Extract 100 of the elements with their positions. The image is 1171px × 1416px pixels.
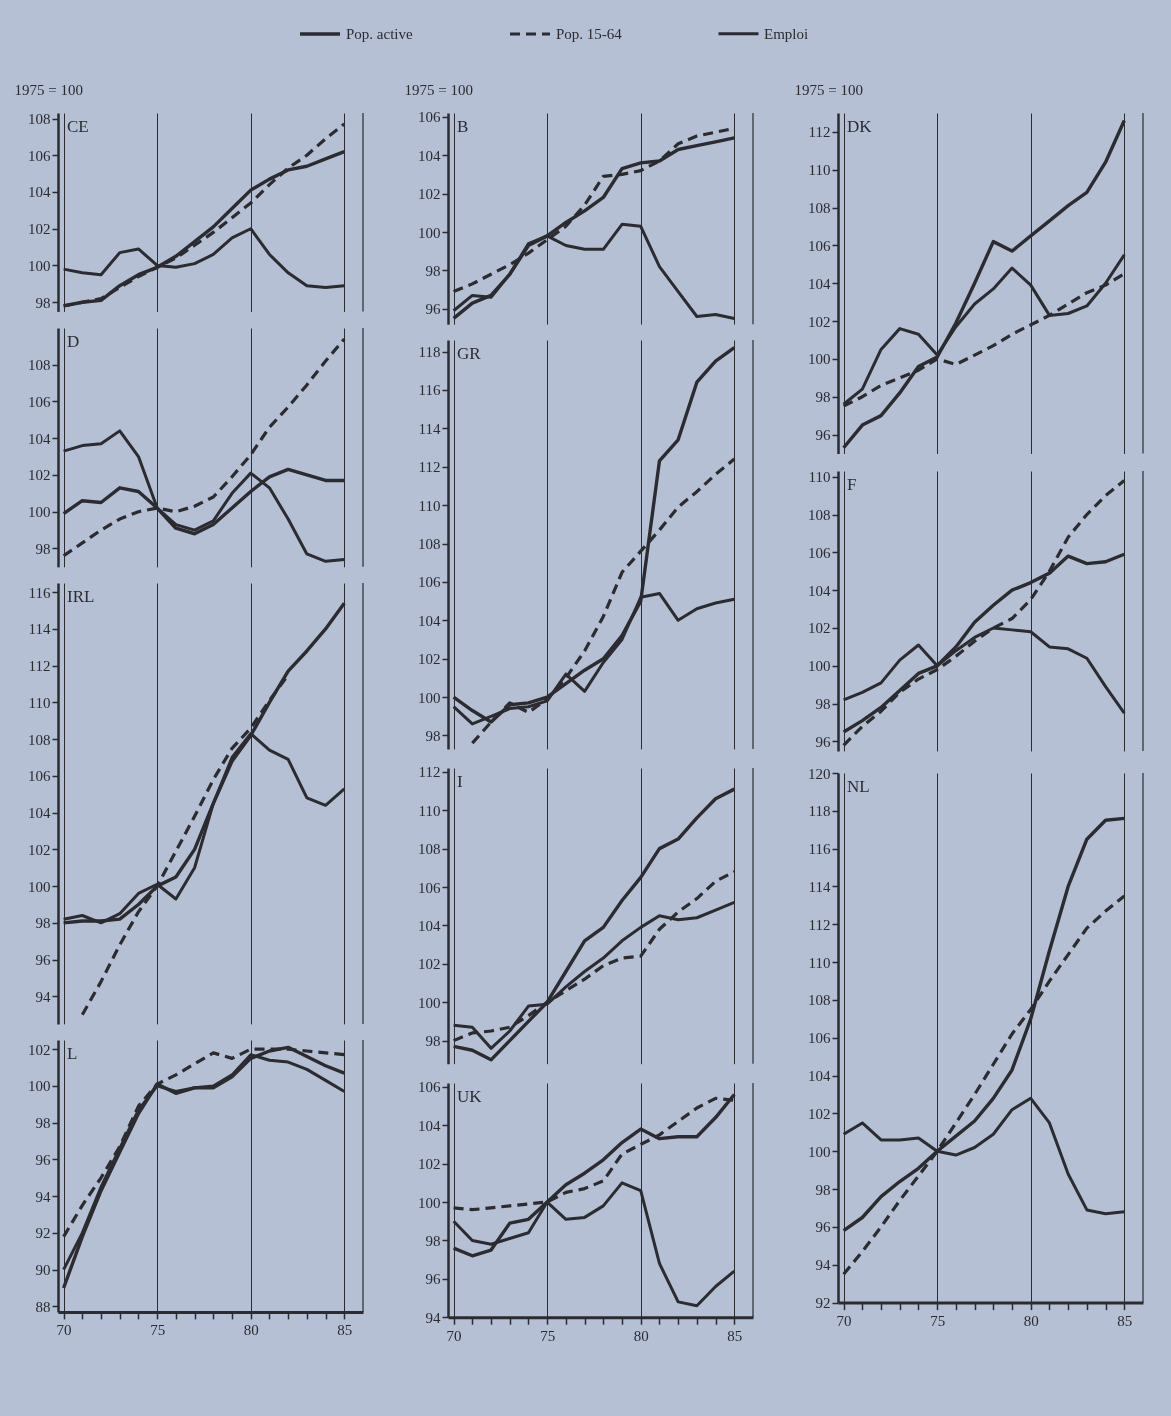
y-tick-label: 104 <box>28 430 51 447</box>
y-tick-label: 100 <box>28 504 51 521</box>
y-tick-label: 104 <box>418 917 441 934</box>
y-tick-label: 100 <box>418 224 441 241</box>
legend-label: Pop. active <box>346 26 413 42</box>
y-tick-label: 100 <box>28 257 51 274</box>
y-tick-label: 120 <box>808 765 831 782</box>
chart-title: CE <box>67 117 89 136</box>
x-tick-label: 70 <box>446 1327 462 1344</box>
y-tick-label: 96 <box>815 427 831 444</box>
legend-label: Emploi <box>764 25 809 42</box>
y-tick-label: 92 <box>35 1225 51 1242</box>
x-tick-label: 75 <box>150 1322 166 1339</box>
y-tick-label: 114 <box>418 420 441 437</box>
y-tick-label: 98 <box>35 294 51 311</box>
y-tick-label: 98 <box>35 1115 51 1132</box>
y-axis-title: 1975 = 100 <box>794 81 863 98</box>
y-tick-label: 100 <box>418 1194 441 1211</box>
y-tick-label: 104 <box>418 612 441 629</box>
y-tick-label: 102 <box>418 651 441 668</box>
y-tick-label: 108 <box>28 731 51 748</box>
y-tick-label: 116 <box>808 841 831 858</box>
y-tick-label: 102 <box>28 1041 51 1058</box>
y-tick-label: 108 <box>808 200 831 217</box>
y-tick-label: 118 <box>418 344 441 361</box>
y-tick-label: 96 <box>425 1271 441 1288</box>
y-tick-label: 102 <box>28 841 51 858</box>
y-tick-label: 110 <box>808 954 831 971</box>
y-tick-label: 98 <box>425 1232 441 1249</box>
chart-title: IRL <box>67 587 95 606</box>
y-tick-label: 102 <box>418 956 441 973</box>
chart-title: UK <box>457 1087 483 1106</box>
y-tick-label: 104 <box>28 805 51 822</box>
y-tick-label: 100 <box>418 994 441 1011</box>
x-tick-label: 85 <box>727 1327 743 1344</box>
y-tick-label: 102 <box>28 221 51 238</box>
y-tick-label: 98 <box>425 727 441 744</box>
y-tick-label: 96 <box>815 733 831 750</box>
y-tick-label: 94 <box>425 1309 441 1326</box>
y-tick-label: 88 <box>35 1298 51 1315</box>
y-tick-label: 92 <box>815 1295 831 1312</box>
y-tick-label: 112 <box>808 916 831 933</box>
y-tick-label: 100 <box>28 878 51 895</box>
y-tick-label: 110 <box>808 162 831 179</box>
y-tick-label: 108 <box>808 992 831 1009</box>
y-tick-label: 100 <box>418 689 441 706</box>
y-tick-label: 112 <box>418 459 441 476</box>
y-tick-label: 106 <box>28 393 51 410</box>
x-tick-label: 80 <box>633 1327 649 1344</box>
y-tick-label: 98 <box>425 262 441 279</box>
y-tick-label: 94 <box>35 988 51 1005</box>
y-tick-label: 104 <box>808 582 831 599</box>
chart-title: NL <box>847 777 870 796</box>
y-tick-label: 104 <box>418 1117 441 1134</box>
y-tick-label: 116 <box>418 382 441 399</box>
legend-label: Pop. 15-64 <box>556 26 623 42</box>
y-tick-label: 106 <box>808 544 831 561</box>
x-tick-label: 80 <box>243 1322 259 1339</box>
y-tick-label: 110 <box>808 469 831 486</box>
y-tick-label: 116 <box>28 584 51 601</box>
y-tick-label: 94 <box>815 1257 831 1274</box>
y-tick-label: 108 <box>808 507 831 523</box>
chart-title: L <box>67 1044 78 1063</box>
y-tick-label: 108 <box>418 841 441 858</box>
y-tick-label: 104 <box>808 1068 831 1085</box>
y-tick-label: 112 <box>808 124 831 141</box>
y-tick-label: 104 <box>808 275 831 292</box>
y-tick-label: 118 <box>808 803 831 820</box>
y-tick-label: 100 <box>808 658 831 675</box>
y-tick-label: 96 <box>425 301 441 318</box>
y-tick-label: 90 <box>35 1262 51 1279</box>
y-tick-label: 100 <box>28 1078 51 1095</box>
y-tick-label: 106 <box>418 109 441 126</box>
y-tick-label: 96 <box>815 1219 831 1236</box>
y-tick-label: 98 <box>815 389 831 406</box>
y-tick-label: 108 <box>28 357 51 374</box>
y-tick-label: 110 <box>418 802 441 819</box>
y-tick-label: 96 <box>35 1151 51 1168</box>
y-tick-label: 98 <box>425 1033 441 1050</box>
chart-title: DK <box>847 117 873 136</box>
y-tick-label: 110 <box>28 694 51 711</box>
y-tick-label: 106 <box>418 574 441 591</box>
x-tick-label: 80 <box>1023 1313 1039 1330</box>
y-tick-label: 108 <box>418 536 441 553</box>
y-tick-label: 108 <box>28 111 51 128</box>
chart-title: D <box>67 332 80 351</box>
y-tick-label: 110 <box>418 497 441 514</box>
y-tick-label: 102 <box>28 467 51 484</box>
y-axis-title: 1975 = 100 <box>404 81 473 98</box>
y-tick-label: 106 <box>808 1030 831 1047</box>
y-axis-title: 1975 = 100 <box>14 81 83 98</box>
y-tick-label: 96 <box>35 952 51 969</box>
y-tick-label: 100 <box>808 351 831 368</box>
y-tick-label: 98 <box>35 540 51 557</box>
y-tick-label: 102 <box>808 1105 831 1122</box>
y-tick-label: 100 <box>808 1143 831 1160</box>
y-tick-label: 102 <box>808 313 831 330</box>
chart-title: GR <box>457 344 482 363</box>
x-tick-label: 85 <box>1117 1313 1133 1330</box>
y-tick-label: 112 <box>28 658 51 675</box>
